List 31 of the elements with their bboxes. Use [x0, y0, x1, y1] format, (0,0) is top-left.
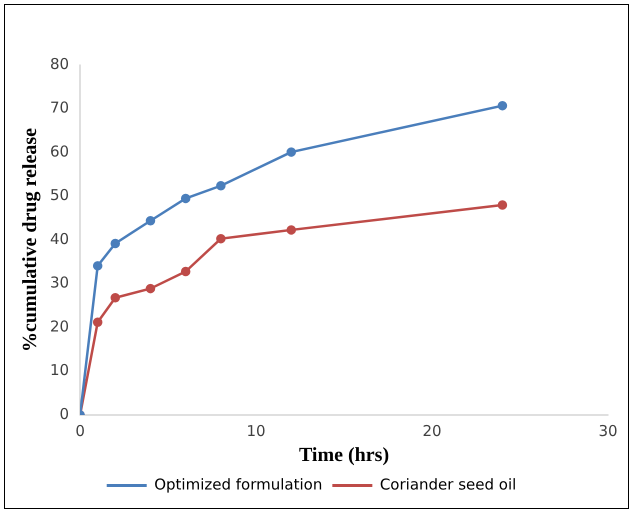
y-tick-label: 80 [50, 54, 70, 73]
legend-label: Coriander seed oil [380, 475, 516, 494]
point [216, 181, 226, 190]
x-axis-title: Time (hrs) [298, 444, 390, 466]
y-tick-label: 70 [50, 98, 70, 117]
point [146, 216, 156, 226]
point [216, 234, 226, 244]
y-tick-label: 0 [60, 404, 70, 423]
point [286, 147, 296, 157]
point [180, 194, 190, 204]
point [286, 225, 296, 235]
point [498, 100, 508, 110]
point [110, 293, 120, 302]
x-tick-label: 10 [246, 422, 266, 440]
x-tick-label: 30 [598, 422, 618, 440]
x-tick-label: 20 [422, 422, 442, 440]
y-axis-title: %cumulative drug release [19, 128, 42, 352]
point [92, 318, 102, 327]
point [110, 238, 120, 248]
point [498, 200, 508, 210]
point [146, 284, 156, 294]
y-tick-label: 10 [50, 361, 70, 380]
y-tick-label: 20 [50, 317, 70, 336]
point [92, 261, 102, 271]
point [180, 266, 190, 276]
y-tick-label: 30 [50, 274, 70, 292]
x-tick-label: 0 [75, 422, 85, 440]
y-tick-label: 40 [50, 230, 70, 248]
y-tick-label: 60 [50, 142, 70, 160]
legend-label: Optimized formulation [154, 475, 322, 494]
y-tick-label: 50 [50, 186, 70, 204]
